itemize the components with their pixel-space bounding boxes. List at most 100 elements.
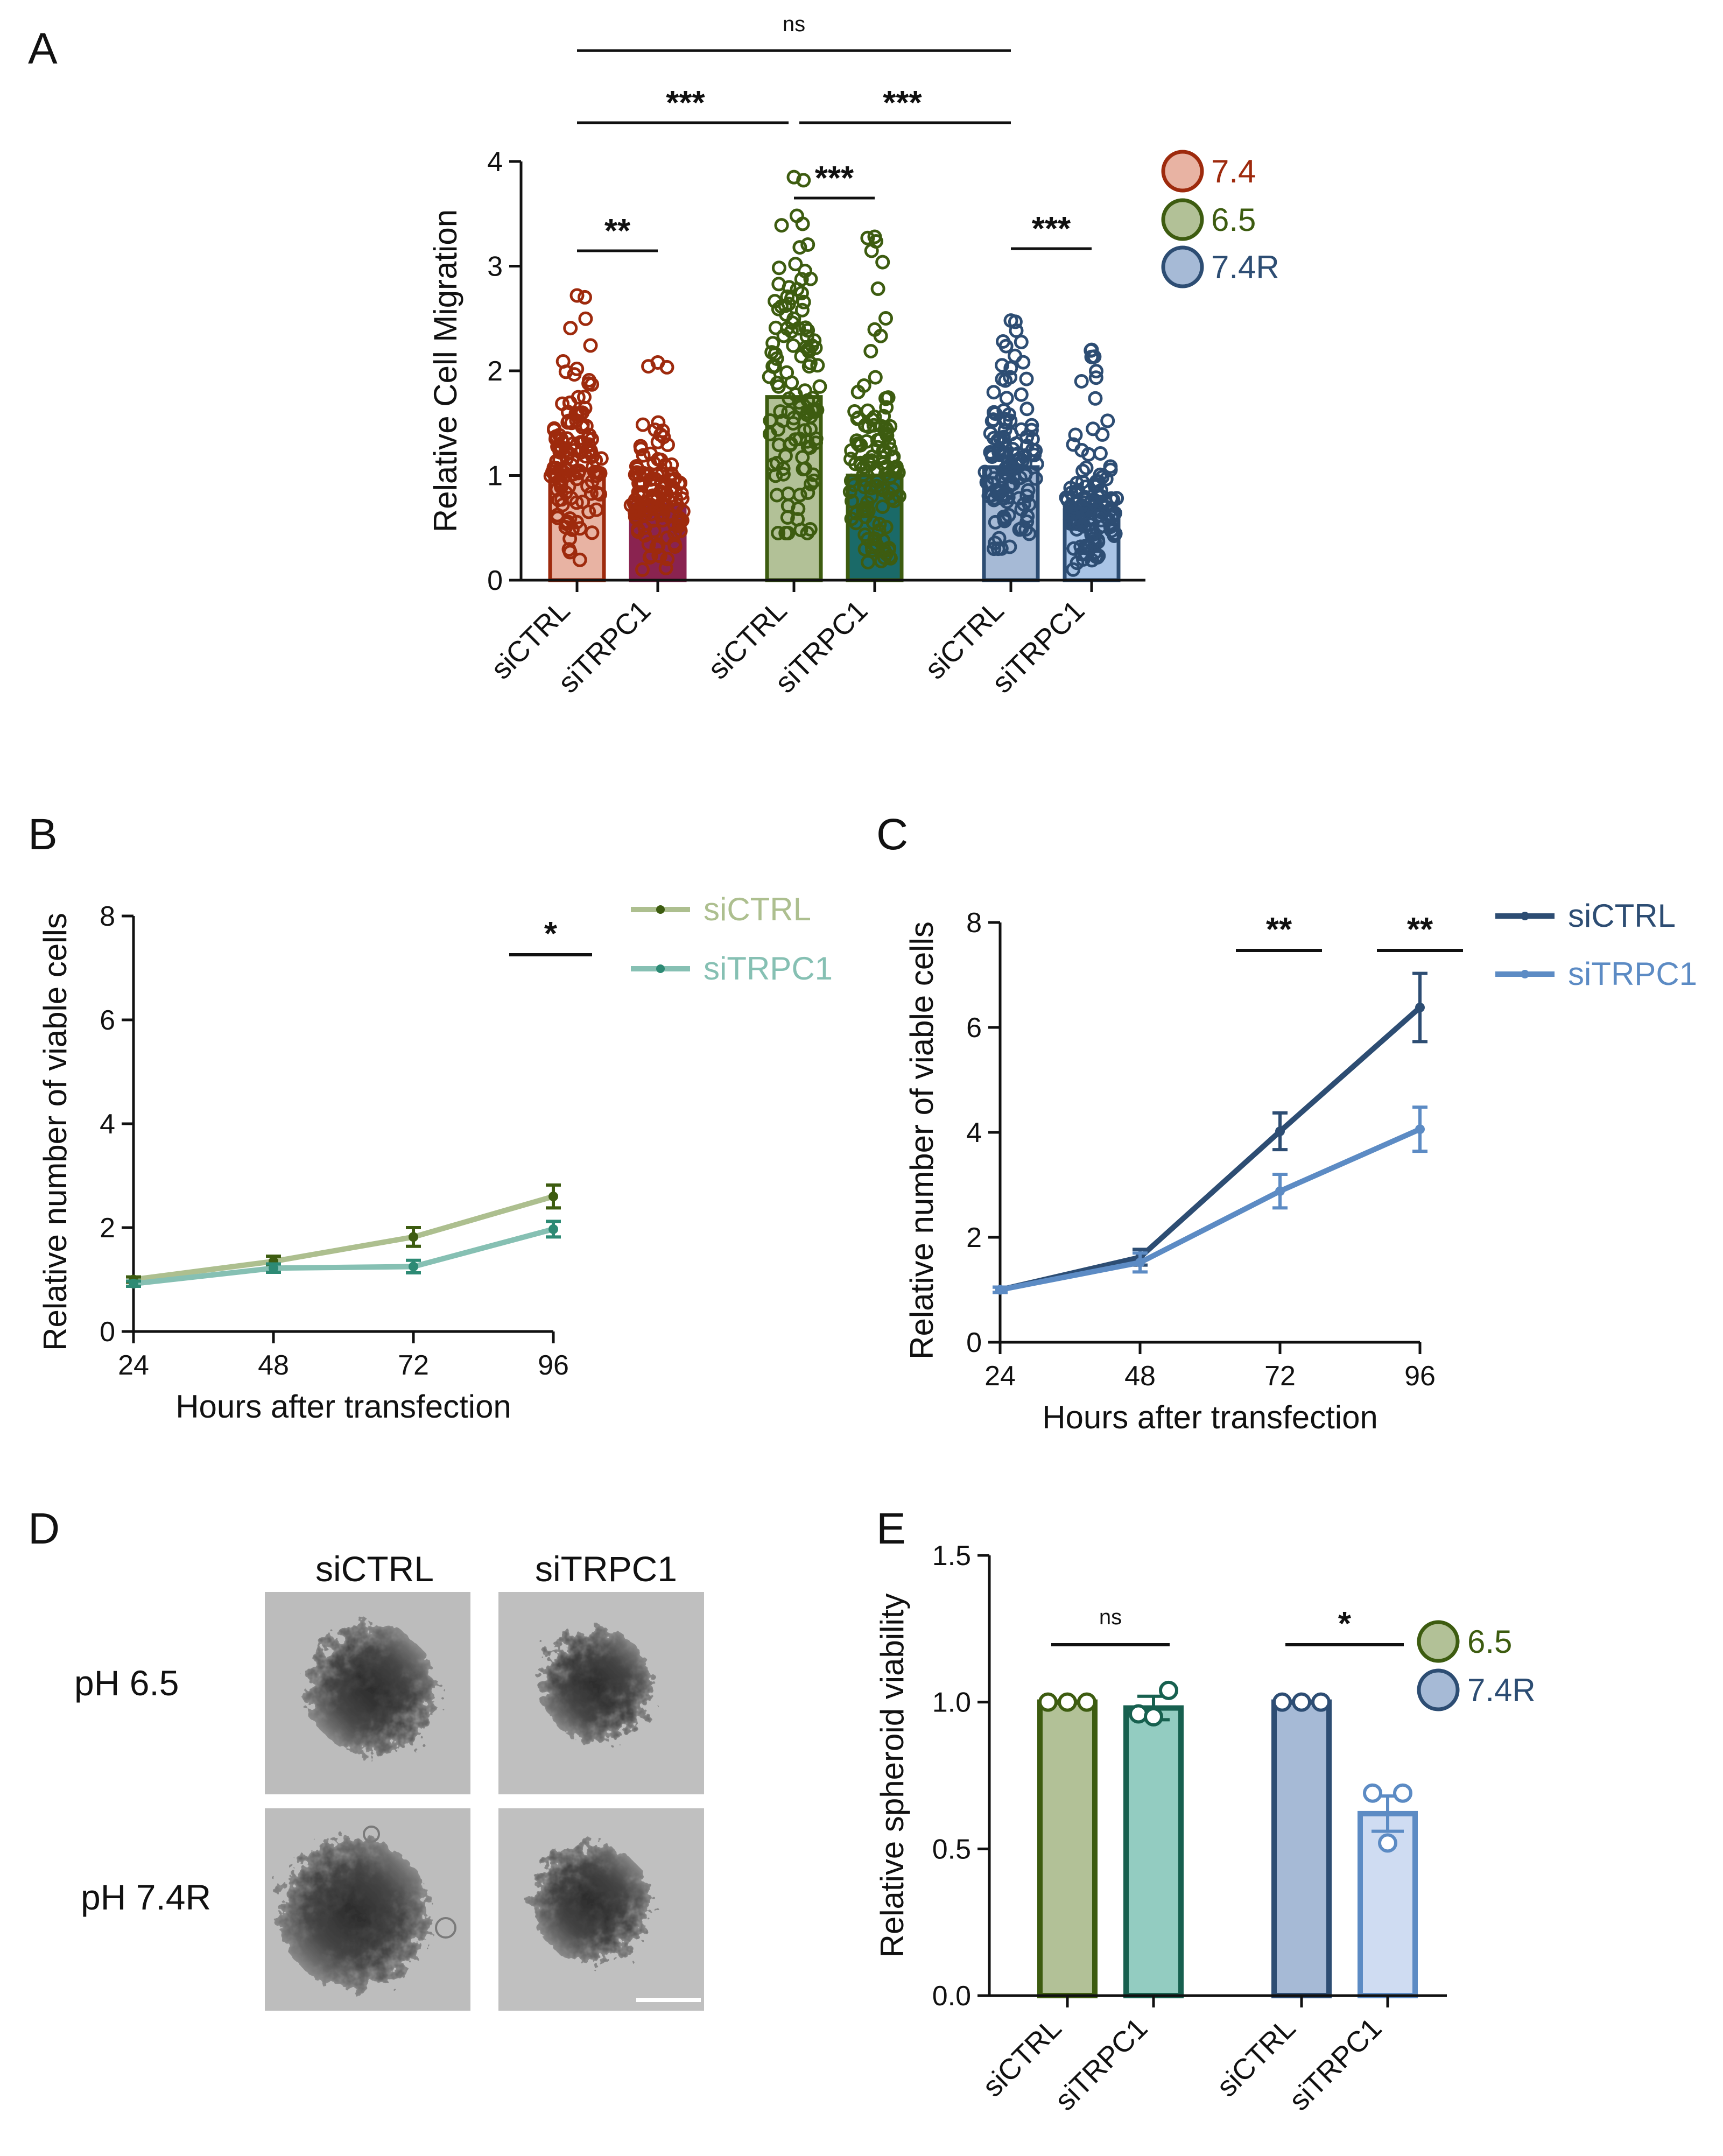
data-point <box>674 513 690 528</box>
data-point-max <box>650 355 665 370</box>
data-point <box>784 375 799 390</box>
data-point <box>1144 1707 1163 1727</box>
data-point <box>771 260 786 276</box>
data-point <box>879 400 894 415</box>
data-point <box>778 448 793 463</box>
data-point <box>867 322 882 337</box>
data-point <box>984 414 1000 428</box>
legend-label: 7.4R <box>1467 1672 1536 1708</box>
data-point <box>1002 459 1017 474</box>
micrograph-ph65-sitrpc1 <box>498 1592 704 1794</box>
data-point <box>1100 413 1115 428</box>
series-line-siCTRL <box>999 1005 1422 1293</box>
column-label-sictrl: siCTRL <box>315 1549 434 1589</box>
data-point <box>1014 335 1029 349</box>
legend-marker <box>1161 245 1204 288</box>
panel-letter-e: E <box>876 1504 906 1553</box>
series-line-siTRPC1 <box>1000 1126 1422 1293</box>
x-category-label: siTRPC1 <box>1049 2012 1154 2117</box>
chart-c-series <box>993 971 1427 1295</box>
data-point <box>667 471 683 486</box>
legend-marker <box>1417 1668 1460 1711</box>
data-point <box>635 562 650 577</box>
legend-marker <box>1521 970 1529 978</box>
data-point <box>874 481 889 496</box>
data-point <box>765 336 780 351</box>
data-point <box>793 399 808 414</box>
data-point <box>1088 391 1103 406</box>
data-point-max <box>569 288 585 303</box>
data-point <box>590 466 605 480</box>
data-point <box>550 508 565 523</box>
chart-e-legend: 6.5 7.4R <box>1417 1620 1536 1711</box>
x-tick-label: 24 <box>984 1361 1016 1392</box>
data-point <box>798 320 813 335</box>
data-point <box>798 264 813 278</box>
data-point <box>1103 462 1118 477</box>
chart-e-bars <box>1037 1699 1418 1999</box>
data-point <box>793 523 808 538</box>
data-point <box>563 321 578 336</box>
data-point <box>995 358 1010 373</box>
data-point <box>877 550 892 565</box>
data-point <box>548 1192 558 1202</box>
data-point <box>555 435 570 450</box>
chart-b-significance: * <box>509 915 592 956</box>
row-label-ph-7-4r: pH 7.4R <box>81 1877 211 1917</box>
chart-c-legend: siCTRL siTRPC1 <box>1495 898 1697 992</box>
data-point <box>547 421 562 436</box>
data-point <box>654 508 669 523</box>
data-point <box>569 515 584 530</box>
data-point <box>792 240 807 255</box>
column-label-sitrpc1: siTRPC1 <box>535 1549 677 1589</box>
data-point <box>863 344 878 358</box>
data-point <box>1089 364 1103 379</box>
data-point <box>676 504 691 519</box>
legend-marker <box>656 905 665 914</box>
data-point <box>1022 497 1037 512</box>
data-point <box>662 494 677 509</box>
data-point <box>878 311 893 326</box>
y-axis-label: Relative number of viable cells <box>904 921 940 1359</box>
significance-label: * <box>1338 1605 1352 1643</box>
data-point <box>1027 447 1042 462</box>
legend-marker <box>1521 912 1529 920</box>
chart-c-significance: ** ** <box>1236 911 1463 952</box>
data-point <box>774 218 789 233</box>
data-point <box>1074 546 1089 561</box>
data-point <box>806 467 821 482</box>
data-point <box>845 494 859 509</box>
data-point <box>797 383 812 398</box>
data-point <box>850 384 866 399</box>
data-point <box>847 477 862 492</box>
data-point <box>1084 349 1099 364</box>
chart-a-significance: ns*** *********** <box>577 12 1092 252</box>
data-point <box>884 491 899 506</box>
data-point <box>1393 1783 1412 1803</box>
x-axis-label: Hours after transfection <box>1042 1399 1378 1435</box>
y-tick-label: 6 <box>966 1012 982 1044</box>
data-point <box>999 391 1014 406</box>
data-point <box>776 467 791 482</box>
data-point <box>859 434 874 449</box>
data-point <box>1311 1692 1331 1712</box>
y-tick-label: 0 <box>100 1316 115 1348</box>
data-point <box>555 396 570 411</box>
panel-letter-d: D <box>28 1504 60 1553</box>
data-point <box>864 481 879 496</box>
data-point <box>998 373 1013 388</box>
data-point <box>780 510 795 525</box>
y-axis-label: Relative number of viable cells <box>37 913 73 1351</box>
data-point-max <box>1084 342 1099 357</box>
data-point <box>808 340 823 355</box>
data-point <box>1019 401 1035 417</box>
data-point <box>589 502 604 517</box>
data-point <box>1275 1186 1285 1196</box>
data-point <box>570 406 585 421</box>
data-point <box>989 485 1004 500</box>
x-axis-label: Hours after transfection <box>175 1389 511 1425</box>
data-point <box>867 531 882 546</box>
y-tick-label: 8 <box>966 907 982 939</box>
data-point <box>878 391 893 406</box>
